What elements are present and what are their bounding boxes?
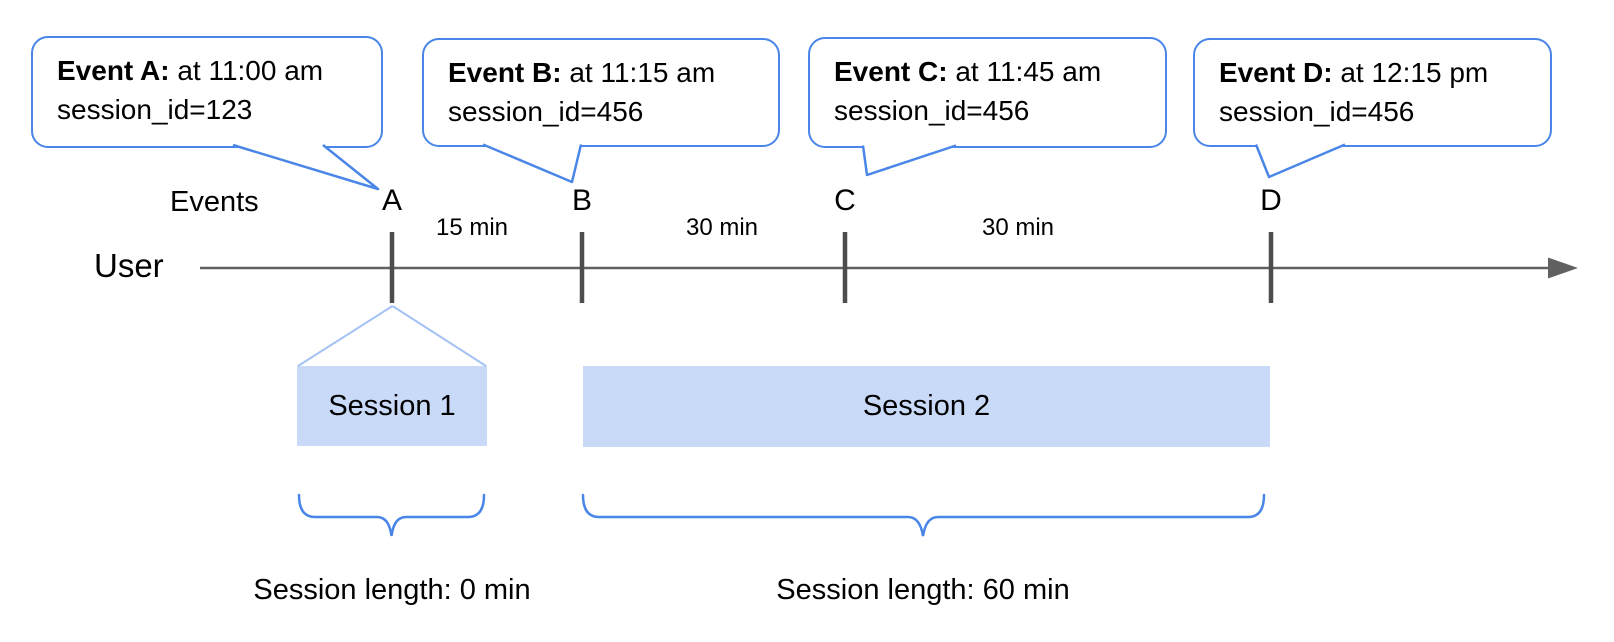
callout-event-d-text: Event D: at 12:15 pm session_id=456 xyxy=(1195,40,1550,131)
session-1-length-label: Session length: 0 min xyxy=(253,574,531,606)
callout-tail-c xyxy=(861,144,957,177)
session-2-length-label: Session length: 60 min xyxy=(776,574,1070,606)
event-letter-b: B xyxy=(571,184,592,217)
funnel-line-left xyxy=(297,305,394,367)
callout-event-d: Event D: at 12:15 pm session_id=456 xyxy=(1193,38,1552,147)
event-d-title: Event D: xyxy=(1219,57,1333,88)
event-b-title: Event B: xyxy=(448,57,562,88)
session-2-label: Session 2 xyxy=(862,390,991,422)
event-b-time: at 11:15 am xyxy=(561,57,716,88)
callout-event-c-text: Event C: at 11:45 am session_id=456 xyxy=(810,39,1165,130)
session-1-bar: Session 1 xyxy=(297,366,487,446)
event-a-title: Event A: xyxy=(57,55,170,86)
callout-tail-a xyxy=(232,143,380,191)
event-a-session-id: session_id=123 xyxy=(57,94,253,125)
event-c-session-id: session_id=456 xyxy=(834,95,1030,126)
event-letter-c: C xyxy=(834,184,856,217)
interval-label-30min-1: 30 min xyxy=(685,214,759,241)
event-a-time: at 11:00 am xyxy=(169,55,324,86)
callout-event-b-text: Event B: at 11:15 am session_id=456 xyxy=(424,40,778,131)
event-c-title: Event C: xyxy=(834,56,948,87)
timeline-arrowhead-icon xyxy=(1548,257,1578,279)
event-d-time: at 12:15 pm xyxy=(1332,57,1489,88)
user-axis-label: User xyxy=(94,247,164,284)
interval-label-30min-2: 30 min xyxy=(981,214,1055,241)
events-axis-label: Events xyxy=(170,186,259,218)
event-letter-d: D xyxy=(1260,184,1282,217)
event-b-session-id: session_id=456 xyxy=(448,96,644,127)
callout-tail-b xyxy=(482,143,583,184)
session-2-bar: Session 2 xyxy=(583,366,1270,447)
session-2-brace xyxy=(581,493,1266,537)
session-1-label: Session 1 xyxy=(328,389,456,422)
interval-label-15min: 15 min xyxy=(435,214,509,241)
callout-event-a-text: Event A: at 11:00 am session_id=123 xyxy=(33,38,381,129)
session-1-brace xyxy=(297,493,486,537)
callout-event-c: Event C: at 11:45 am session_id=456 xyxy=(808,37,1167,148)
event-c-time: at 11:45 am xyxy=(947,56,1102,87)
callout-event-b: Event B: at 11:15 am session_id=456 xyxy=(422,38,780,147)
funnel-line-right xyxy=(391,305,487,367)
event-d-session-id: session_id=456 xyxy=(1219,96,1415,127)
callout-event-a: Event A: at 11:00 am session_id=123 xyxy=(31,36,383,148)
event-letter-a: A xyxy=(381,184,402,217)
callout-tail-d xyxy=(1254,143,1346,179)
